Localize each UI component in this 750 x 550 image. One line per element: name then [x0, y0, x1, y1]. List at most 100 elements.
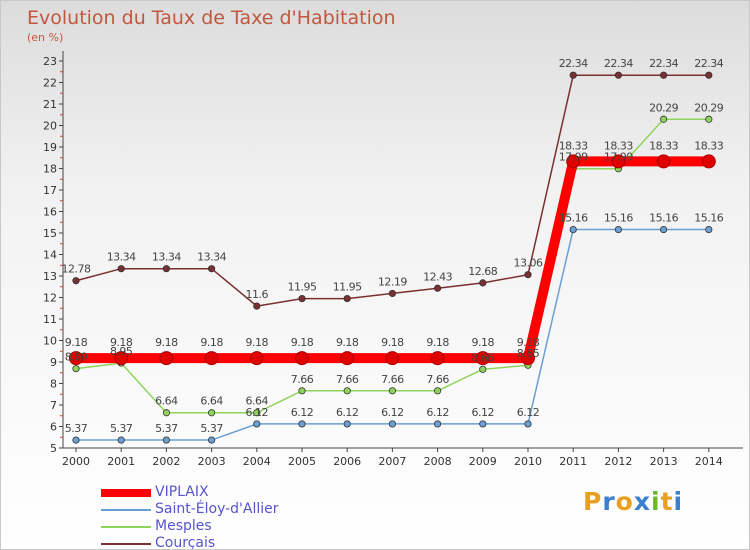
data-point-cour-ais [208, 265, 216, 273]
data-point-mesples [162, 409, 170, 417]
data-point-saint-loy-d-allier [479, 420, 487, 428]
data-label-viplaix: 9.18 [426, 336, 449, 349]
x-tick-label: 2009 [469, 455, 497, 468]
data-point-mesples [388, 387, 396, 395]
data-point-saint-loy-d-allier [524, 420, 532, 428]
x-tick-label: 2007 [378, 455, 406, 468]
y-tick-label: 20 [43, 120, 57, 133]
y-tick-label: 7 [50, 399, 57, 412]
data-point-saint-loy-d-allier [298, 420, 306, 428]
legend-swatch [101, 489, 151, 497]
legend-swatch [101, 509, 151, 511]
x-tick-label: 2006 [333, 455, 361, 468]
y-tick-label: 6 [50, 421, 57, 434]
data-label-saint-loy-d-allier: 6.12 [246, 406, 269, 419]
data-label-saint-loy-d-allier: 6.12 [291, 406, 314, 419]
data-label-mesples: 8.66 [472, 351, 495, 364]
data-label-saint-loy-d-allier: 15.16 [649, 212, 678, 225]
data-point-saint-loy-d-allier [659, 225, 668, 234]
data-label-viplaix: 9.18 [110, 336, 133, 349]
x-tick-label: 2010 [514, 455, 542, 468]
data-label-mesples: 17.99 [604, 151, 633, 164]
y-tick-label: 9 [50, 356, 57, 369]
x-tick-label: 2013 [650, 455, 678, 468]
data-label-viplaix: 9.18 [65, 336, 88, 349]
data-point-cour-ais [162, 265, 170, 273]
y-tick-label: 11 [43, 313, 57, 326]
data-label-viplaix: 18.33 [604, 139, 633, 152]
y-tick-label: 13 [43, 270, 57, 283]
x-tick-label: 2012 [604, 455, 632, 468]
data-point-viplaix [114, 351, 129, 366]
data-label-saint-loy-d-allier: 6.12 [517, 406, 540, 419]
data-point-viplaix [430, 351, 445, 366]
series-line-cour-ais [75, 74, 709, 307]
data-point-viplaix [204, 351, 219, 366]
data-point-saint-loy-d-allier [208, 436, 216, 444]
data-point-viplaix [69, 351, 83, 366]
data-label-cour-ais: 12.78 [62, 263, 91, 276]
data-label-cour-ais: 22.34 [694, 57, 723, 70]
data-label-saint-loy-d-allier: 5.37 [200, 422, 223, 435]
data-label-saint-loy-d-allier: 6.12 [472, 406, 495, 419]
data-point-viplaix [159, 351, 174, 366]
legend-label: Mesples [155, 518, 212, 534]
data-point-saint-loy-d-allier [253, 420, 261, 428]
data-label-mesples: 6.64 [200, 395, 223, 408]
data-point-cour-ais [253, 302, 261, 310]
data-point-mesples [253, 409, 261, 417]
x-tick-label: 2000 [62, 455, 90, 468]
logo-letter: i [673, 487, 684, 516]
y-tick-label: 19 [43, 141, 57, 154]
data-point-viplaix [385, 351, 400, 366]
data-label-viplaix: 9.18 [155, 336, 178, 349]
x-tick-label: 2001 [107, 455, 135, 468]
data-label-saint-loy-d-allier: 5.37 [65, 422, 88, 435]
data-point-cour-ais [117, 265, 125, 273]
data-point-viplaix [656, 154, 671, 169]
data-label-cour-ais: 22.34 [559, 57, 588, 70]
data-point-cour-ais [479, 279, 487, 287]
data-label-saint-loy-d-allier: 5.37 [110, 422, 133, 435]
data-point-saint-loy-d-allier [117, 436, 125, 444]
y-tick-label: 14 [43, 249, 57, 262]
chart-subtitle: (en %) [27, 31, 64, 44]
data-point-viplaix [249, 351, 264, 366]
x-tick-label: 2014 [695, 455, 723, 468]
chart-title: Evolution du Taux de Taxe d'Habitation [27, 7, 396, 29]
data-label-cour-ais: 13.34 [152, 251, 181, 264]
data-point-viplaix [340, 351, 355, 366]
data-point-cour-ais [659, 71, 668, 79]
data-label-saint-loy-d-allier: 6.12 [381, 406, 404, 419]
data-label-mesples: 8.85 [517, 347, 540, 360]
data-label-saint-loy-d-allier: 6.12 [336, 406, 359, 419]
legend-label: VIPLAIX [155, 484, 209, 500]
data-point-saint-loy-d-allier [433, 420, 442, 428]
data-label-mesples: 20.29 [649, 101, 678, 114]
data-label-cour-ais: 22.34 [604, 57, 633, 70]
legend-swatch [101, 543, 151, 545]
data-point-mesples [298, 387, 306, 395]
data-label-viplaix: 18.33 [694, 139, 723, 152]
data-point-cour-ais [72, 277, 80, 285]
proxiti-logo: Proxiti [583, 487, 683, 516]
data-point-cour-ais [569, 71, 577, 79]
data-label-viplaix: 9.18 [336, 336, 359, 349]
legend-swatch [101, 526, 151, 528]
data-point-saint-loy-d-allier [72, 436, 80, 444]
data-point-cour-ais [343, 294, 351, 303]
data-point-viplaix [611, 154, 626, 169]
data-point-mesples [208, 409, 216, 417]
data-point-cour-ais [705, 71, 713, 79]
data-point-cour-ais [433, 284, 442, 292]
data-point-viplaix [475, 351, 490, 366]
logo-letter: x [633, 487, 651, 516]
y-tick-label: 8 [50, 378, 57, 391]
data-label-cour-ais: 12.68 [468, 265, 497, 278]
legend-label: Courçais [155, 535, 216, 550]
logo-letter: i [651, 487, 661, 516]
data-point-viplaix [295, 351, 309, 366]
data-point-saint-loy-d-allier [388, 420, 396, 428]
